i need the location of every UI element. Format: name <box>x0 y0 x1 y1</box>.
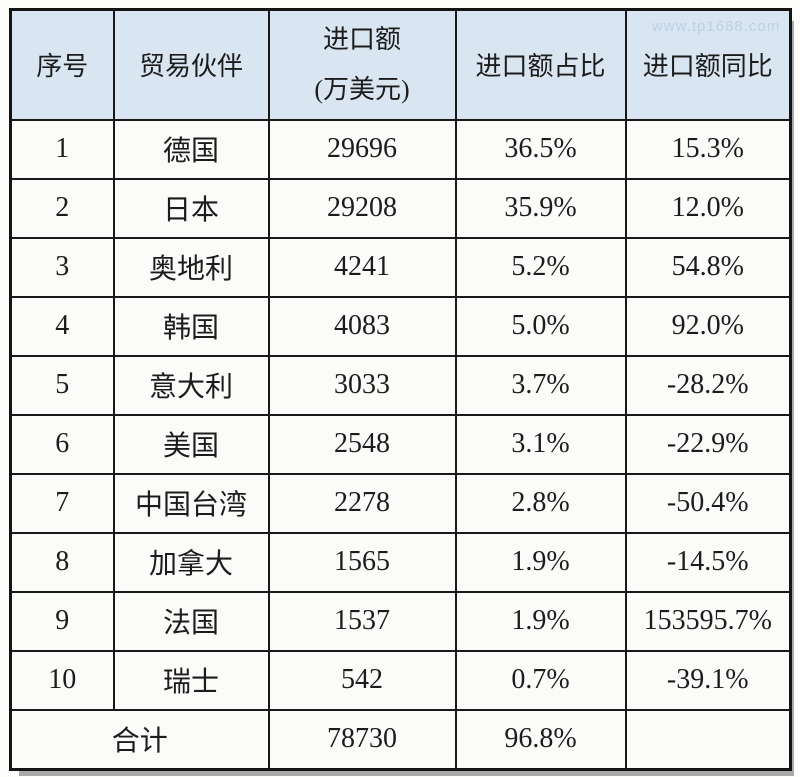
col-header-import-value-line2: (万美元) <box>314 74 410 104</box>
row-yoy: -22.9% <box>624 413 792 475</box>
row-index: 9 <box>9 590 115 652</box>
row-import-value: 1537 <box>267 590 457 652</box>
row-yoy: -50.4% <box>624 472 792 534</box>
total-import-value: 78730 <box>267 708 457 771</box>
row-yoy: 92.0% <box>624 295 792 357</box>
table-row: 5 意大利 3033 3.7% -28.2% <box>9 354 792 416</box>
row-partner: 日本 <box>112 177 270 239</box>
row-import-value: 2278 <box>267 472 457 534</box>
table-row: 10 瑞士 542 0.7% -39.1% <box>9 649 792 711</box>
row-import-value: 542 <box>267 649 457 711</box>
col-header-import-value-line1: 进口额 <box>322 24 401 54</box>
row-yoy: 54.8% <box>624 236 792 298</box>
row-import-value: 4241 <box>267 236 457 298</box>
row-partner: 意大利 <box>112 354 270 416</box>
row-share: 35.9% <box>454 177 627 239</box>
row-partner: 美国 <box>112 413 270 475</box>
table-row: 1 德国 29696 36.5% 15.3% <box>9 118 792 180</box>
row-import-value: 1565 <box>267 531 457 593</box>
table-row: 6 美国 2548 3.1% -22.9% <box>9 413 792 475</box>
row-yoy: -28.2% <box>624 354 792 416</box>
table-row: 2 日本 29208 35.9% 12.0% <box>9 177 792 239</box>
row-yoy: 15.3% <box>624 118 792 180</box>
row-index: 3 <box>9 236 115 298</box>
row-index: 2 <box>9 177 115 239</box>
table-row: 9 法国 1537 1.9% 153595.7% <box>9 590 792 652</box>
total-share: 96.8% <box>454 708 627 771</box>
row-share: 0.7% <box>454 649 627 711</box>
row-share: 5.0% <box>454 295 627 357</box>
row-share: 1.9% <box>454 531 627 593</box>
row-share: 3.1% <box>454 413 627 475</box>
col-header-share: 进口额占比 <box>454 8 627 121</box>
row-share: 3.7% <box>454 354 627 416</box>
row-yoy: -14.5% <box>624 531 792 593</box>
row-index: 4 <box>9 295 115 357</box>
row-partner: 奥地利 <box>112 236 270 298</box>
total-label: 合计 <box>9 708 270 771</box>
row-index: 7 <box>9 472 115 534</box>
table-row: 3 奥地利 4241 5.2% 54.8% <box>9 236 792 298</box>
table-row: 7 中国台湾 2278 2.8% -50.4% <box>9 472 792 534</box>
row-import-value: 2548 <box>267 413 457 475</box>
row-share: 36.5% <box>454 118 627 180</box>
row-yoy: -39.1% <box>624 649 792 711</box>
import-partners-table: 序号 贸易伙伴 进口额 (万美元) 进口额占比 进口额同比 1 德国 29696 36… <box>9 8 792 771</box>
row-partner: 德国 <box>112 118 270 180</box>
row-index: 10 <box>9 649 115 711</box>
row-index: 5 <box>9 354 115 416</box>
row-yoy: 12.0% <box>624 177 792 239</box>
row-partner: 韩国 <box>112 295 270 357</box>
header-row: 序号 贸易伙伴 进口额 (万美元) 进口额占比 进口额同比 <box>9 8 792 121</box>
row-index: 8 <box>9 531 115 593</box>
col-header-import-value: 进口额 (万美元) <box>267 8 457 121</box>
row-share: 2.8% <box>454 472 627 534</box>
row-import-value: 29208 <box>267 177 457 239</box>
row-share: 1.9% <box>454 590 627 652</box>
row-import-value: 3033 <box>267 354 457 416</box>
row-index: 6 <box>9 413 115 475</box>
row-import-value: 4083 <box>267 295 457 357</box>
row-index: 1 <box>9 118 115 180</box>
total-yoy <box>624 708 792 771</box>
row-partner: 加拿大 <box>112 531 270 593</box>
row-partner: 瑞士 <box>112 649 270 711</box>
row-partner: 法国 <box>112 590 270 652</box>
col-header-index: 序号 <box>9 8 115 121</box>
col-header-partner: 贸易伙伴 <box>112 8 270 121</box>
row-share: 5.2% <box>454 236 627 298</box>
col-header-yoy: 进口额同比 <box>624 8 792 121</box>
total-row: 合计 78730 96.8% <box>9 708 792 771</box>
row-import-value: 29696 <box>267 118 457 180</box>
table-row: 4 韩国 4083 5.0% 92.0% <box>9 295 792 357</box>
table-row: 8 加拿大 1565 1.9% -14.5% <box>9 531 792 593</box>
row-yoy: 153595.7% <box>624 590 792 652</box>
row-partner: 中国台湾 <box>112 472 270 534</box>
